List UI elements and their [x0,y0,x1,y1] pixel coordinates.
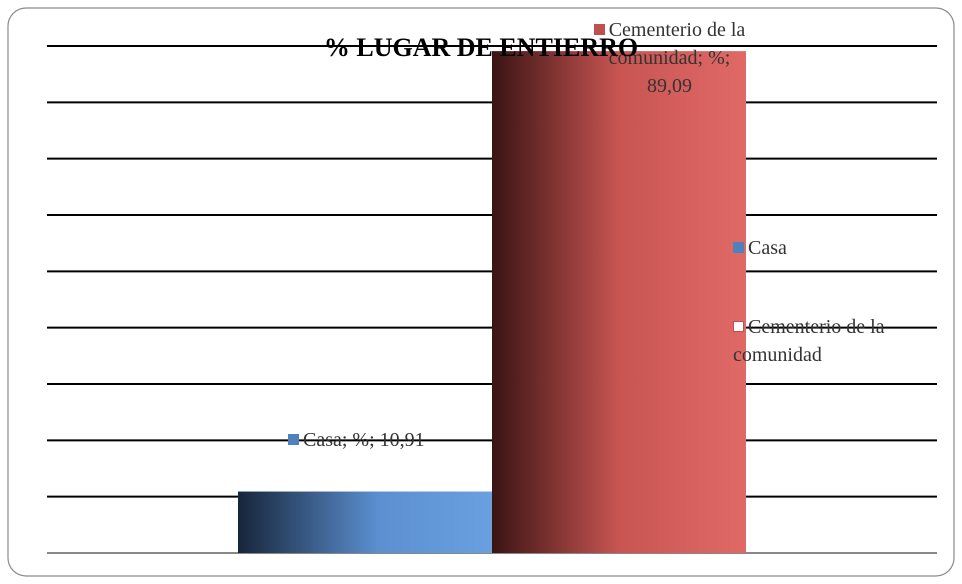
data-label-text: Cementerio de la comunidad; %; 89,09 [608,19,746,98]
label-swatch [288,433,299,445]
legend-swatch [733,242,744,253]
chart-title: % LUGAR DE ENTIERRO [0,34,962,62]
chart-title-text: % LUGAR DE ENTIERRO [323,33,639,62]
chart-border [7,7,955,577]
legend-item: Casa [733,234,955,262]
data-label-text: Casa; %; 10,91 [303,428,425,451]
legend-swatch [733,321,744,332]
data-label: Casa; %; 10,91 [288,426,425,454]
data-label: Cementerio de la comunidad; %; 89,09 [587,16,752,100]
legend-item: Cementerio de la comunidad [733,313,955,369]
legend-item-text: Cementerio de la comunidad [733,316,885,366]
bar [238,491,492,553]
label-swatch [593,24,605,36]
bar [492,51,746,553]
legend-item-text: Casa [748,237,787,259]
